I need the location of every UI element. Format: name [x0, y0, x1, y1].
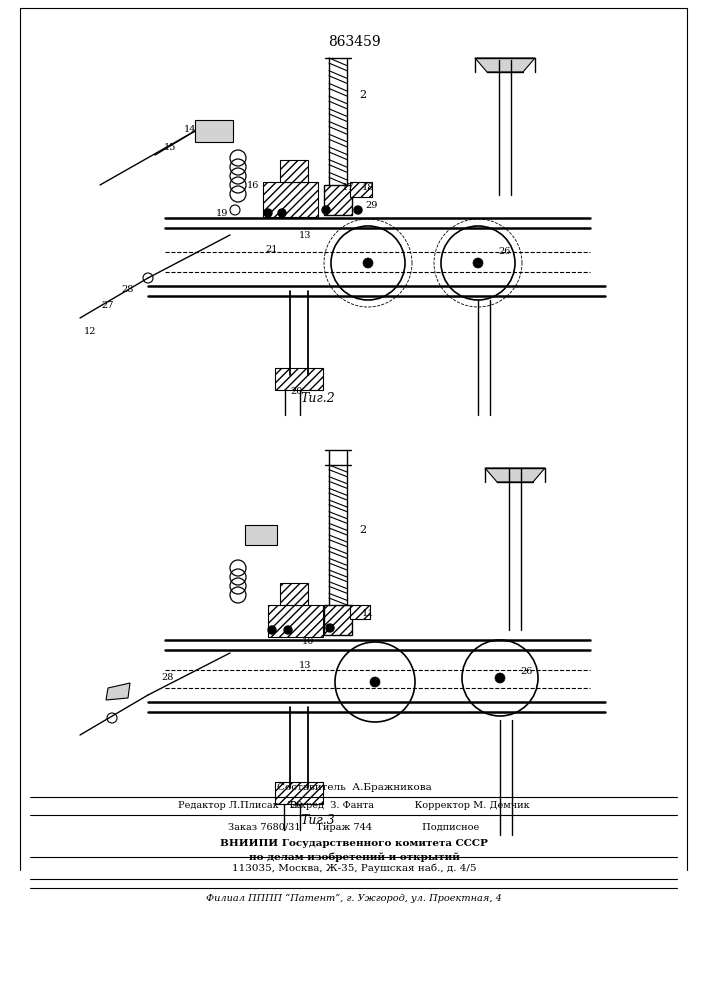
Text: ВНИИПИ Государственного комитета СССР: ВНИИПИ Государственного комитета СССР	[220, 838, 488, 848]
Circle shape	[326, 624, 334, 632]
Circle shape	[268, 626, 276, 634]
Text: 14: 14	[184, 125, 197, 134]
Text: 113035, Москва, Ж-35, Раушская наб., д. 4/5: 113035, Москва, Ж-35, Раушская наб., д. …	[232, 863, 477, 873]
Text: Редактор Л.Плисак   Техред  З. Фанта             Корректор М. Демчик: Редактор Л.Плисак Техред З. Фанта Коррек…	[178, 802, 530, 810]
Text: Составитель  А.Бражникова: Составитель А.Бражникова	[276, 782, 431, 792]
Text: 20: 20	[291, 802, 303, 810]
Text: 2: 2	[359, 525, 366, 535]
Circle shape	[264, 209, 272, 217]
Text: 18: 18	[362, 184, 374, 192]
Bar	[324, 185, 352, 215]
Text: 16: 16	[247, 180, 259, 190]
Bar	[324, 605, 352, 635]
Polygon shape	[106, 683, 130, 700]
Bar	[280, 583, 308, 605]
Text: 2: 2	[359, 90, 366, 100]
Circle shape	[370, 677, 380, 687]
Text: 863459: 863459	[327, 35, 380, 49]
Bar	[275, 782, 323, 804]
Text: 12: 12	[83, 328, 96, 336]
Text: 17: 17	[341, 184, 354, 192]
Text: по делам изобретений и открытий: по делам изобретений и открытий	[249, 852, 460, 862]
Text: 19: 19	[216, 209, 228, 218]
Circle shape	[278, 209, 286, 217]
Text: Τиг.3: Τиг.3	[300, 814, 335, 826]
Bar	[275, 368, 323, 390]
Text: 26: 26	[521, 668, 533, 676]
Circle shape	[363, 258, 373, 268]
Bar	[263, 182, 318, 217]
Circle shape	[495, 673, 505, 683]
Text: 28: 28	[122, 286, 134, 294]
Bar	[280, 160, 308, 182]
Text: 11: 11	[362, 608, 374, 617]
Polygon shape	[475, 58, 535, 72]
Text: 21: 21	[266, 245, 279, 254]
Text: 13: 13	[299, 231, 311, 239]
Circle shape	[473, 258, 483, 268]
Circle shape	[354, 206, 362, 214]
Text: Заказ 7680/31     Тираж 744                Подписное: Заказ 7680/31 Тираж 744 Подписное	[228, 824, 479, 832]
Polygon shape	[485, 468, 545, 482]
Bar	[268, 605, 323, 637]
Bar	[245, 525, 277, 545]
Circle shape	[284, 626, 292, 634]
Bar	[195, 120, 233, 142]
Text: 10: 10	[302, 638, 314, 647]
Text: 26: 26	[499, 247, 511, 256]
Text: 15: 15	[164, 143, 176, 152]
Text: 20: 20	[291, 387, 303, 396]
Text: 29: 29	[366, 200, 378, 210]
Text: Филиал ПППП “Патент”, г. Ужгород, ул. Проектная, 4: Филиал ПППП “Патент”, г. Ужгород, ул. Пр…	[206, 893, 502, 903]
Bar	[350, 605, 370, 619]
Circle shape	[322, 206, 330, 214]
Bar	[350, 182, 372, 197]
Text: 13: 13	[299, 660, 311, 670]
Text: Τиг.2: Τиг.2	[300, 391, 335, 404]
Text: 27: 27	[102, 300, 115, 310]
Text: 28: 28	[162, 674, 174, 682]
